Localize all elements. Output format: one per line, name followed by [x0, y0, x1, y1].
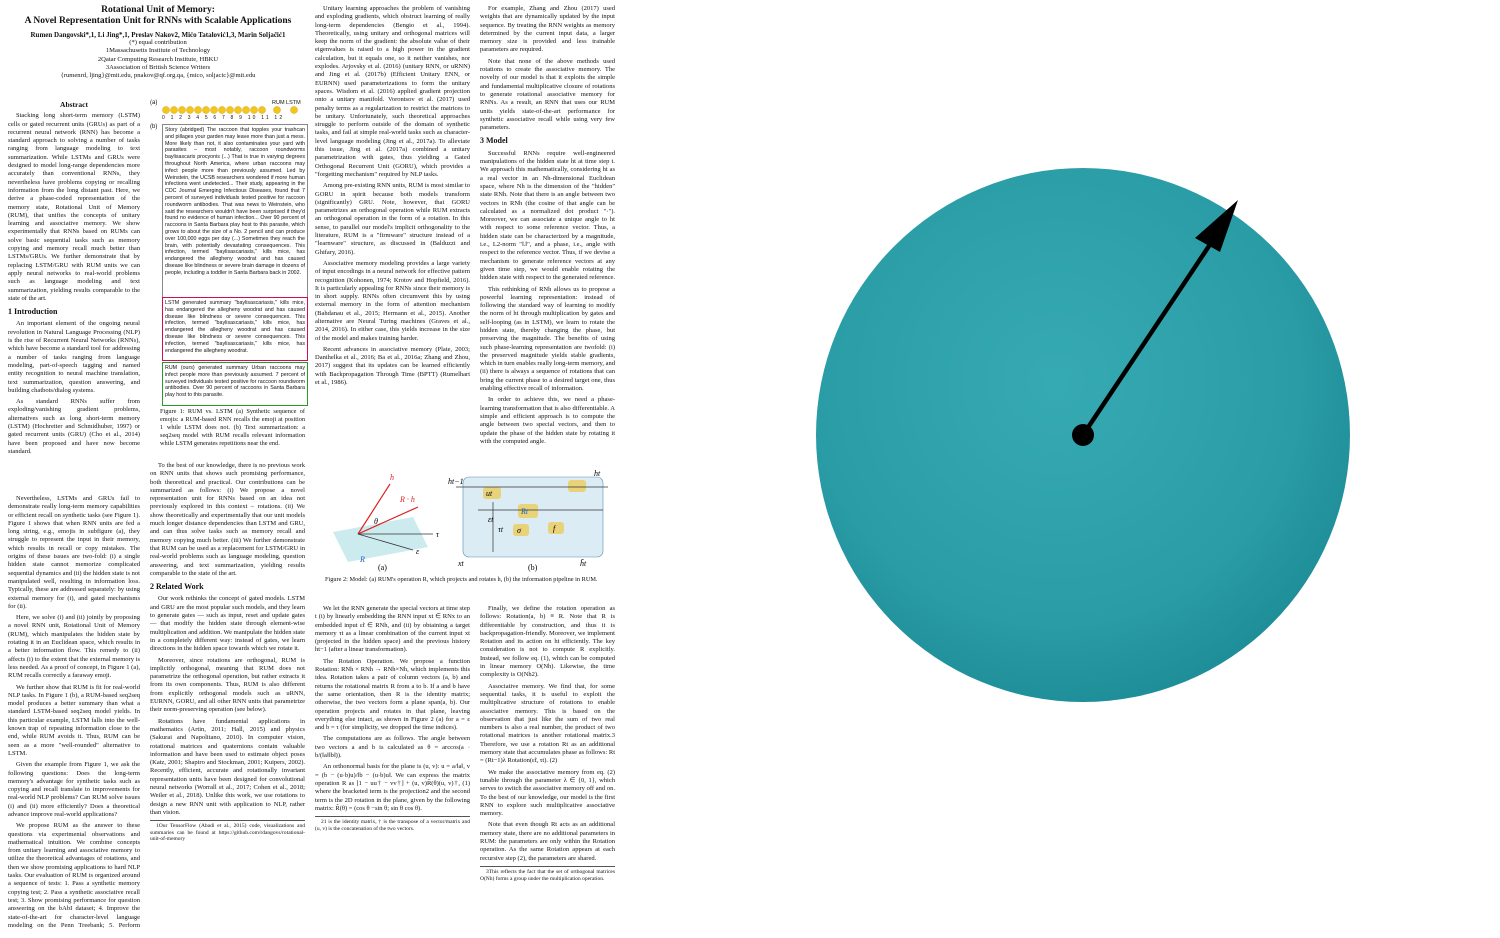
rum-summary-box: RUM (ours) generated summary Urban racco…: [162, 362, 308, 406]
para: Given the example from Figure 1, we ask …: [8, 761, 140, 818]
text-column: For example, Zhang and Zhou (2017) used …: [480, 5, 615, 460]
figure-2: h R · h R τ ε θ (a) ht−1 xt ut Rt σ f ht…: [333, 469, 608, 572]
para: Finally, we define the rotation operatio…: [480, 605, 615, 679]
para: We further show that RUM is fit for real…: [8, 683, 140, 757]
arrow-origin: [1072, 424, 1094, 446]
label: ε: [416, 547, 420, 556]
para: Associative memory modeling provides a l…: [315, 259, 470, 342]
para: Successful RNNs require well-engineered …: [480, 149, 615, 282]
authors: Rumen Dangovski*,1, Li Jing*,1, Preslav …: [30, 31, 286, 39]
label: σ: [517, 526, 522, 535]
para: Note that none of the above methods used…: [480, 57, 615, 132]
affiliation: 1Massachusetts Institute of Technology: [105, 47, 211, 55]
para: Stacking long short-term memory (LSTM) c…: [8, 112, 140, 302]
heading: 2 Related Work: [150, 582, 204, 592]
para: The computations are as follows. The ang…: [315, 735, 470, 760]
para: As standard RNNs suffer from exploding/v…: [8, 398, 140, 455]
title-line: A Novel Representation Unit for RNNs wit…: [24, 16, 292, 26]
text-column: Nevertheless, LSTMs and GRUs fail to dem…: [8, 495, 140, 930]
footnote: 21 is the identity matrix, † is the tran…: [315, 816, 470, 832]
label: (a): [378, 563, 387, 572]
affiliation: 3Association of British Science Writers: [105, 63, 211, 71]
para: For example, Zhang and Zhou (2017) used …: [480, 5, 615, 54]
figure-2-caption: Figure 2: Model: (a) RUM's operation R, …: [325, 576, 598, 583]
vector-rh: [357, 506, 419, 535]
para: Nevertheless, LSTMs and GRUs fail to dem…: [8, 495, 140, 610]
lstm-summary-box: LSTM generated summary "baylisascariasis…: [162, 297, 308, 361]
label: ut: [486, 489, 493, 498]
gate: [518, 504, 538, 518]
gate: [548, 522, 564, 534]
figure-1-caption: Figure 1: RUM vs. LSTM (a) Synthetic seq…: [160, 408, 305, 447]
panel-label: (b): [150, 124, 158, 130]
gate: [568, 480, 586, 492]
text-column: To the best of our knowledge, there is n…: [150, 462, 305, 932]
heading: 1 Introduction: [8, 307, 58, 317]
para: We make the associative memory from eq. …: [480, 768, 615, 818]
label: (b): [528, 563, 538, 572]
para: To the best of our knowledge, there is n…: [150, 462, 305, 577]
connection: [456, 486, 608, 552]
para: This rethinking of RNh allows us to prop…: [480, 285, 615, 393]
para: Among pre-existing RNN units, RUM is mos…: [315, 182, 470, 256]
vector-h: [357, 483, 391, 535]
label: f: [553, 524, 557, 533]
para: Associative memory. We find that, for so…: [480, 682, 615, 765]
vector-eps: [357, 533, 414, 551]
rotation-illustration: [816, 168, 1350, 702]
label: Rt: [520, 507, 529, 516]
para: Moreover, since rotations are orthogonal…: [150, 656, 305, 714]
text-column: We let the RNN generate the special vect…: [315, 605, 470, 930]
gate: [483, 487, 501, 499]
heading: 3 Model: [480, 136, 508, 146]
label: τt: [498, 525, 504, 534]
figure-1: (a) RUM LSTM 0 1 2 3 4 5 6 7 8 9 10 11 1…: [150, 100, 305, 400]
arrow-shaft: [1081, 220, 1227, 437]
label: R · h: [399, 495, 415, 504]
label: h: [390, 473, 394, 482]
gate: [513, 524, 529, 536]
para: We let the RNN generate the special vect…: [315, 605, 470, 654]
label: ht: [594, 469, 601, 478]
para: An orthonormal basis for the plane is (u…: [315, 763, 470, 812]
para: The Rotation Operation. We propose a fun…: [315, 657, 470, 732]
para: Note that even though Rt acts as an addi…: [480, 821, 615, 862]
arrow-head: [1195, 200, 1238, 252]
footnote: 3This reflects the fact that the set of …: [480, 865, 615, 882]
para: Rotations have fundamental applications …: [150, 717, 305, 816]
para: Unitary learning approaches the problem …: [315, 5, 470, 178]
label: xt: [457, 559, 465, 568]
label: εt: [488, 515, 494, 524]
para: Our work rethinks the concept of gated m…: [150, 595, 305, 653]
affiliation: 2Qatar Computing Research Institute, HBK…: [97, 55, 219, 63]
para: Recent advances in associative memory (P…: [315, 345, 470, 387]
para: An important element of the ongoing neur…: [8, 320, 140, 394]
para: Here, we solve (i) and (ii) jointly by p…: [8, 614, 140, 680]
label: ht−1: [448, 477, 464, 486]
footnote: 1Our TensorFlow (Abadi et al., 2015) cod…: [150, 820, 305, 843]
text-column: Finally, we define the rotation operatio…: [480, 605, 615, 930]
label: θ: [374, 517, 378, 526]
title-line: Rotational Unit of Memory:: [101, 5, 215, 15]
emoji-row: [162, 106, 298, 114]
para: In order to achieve this, we need a phas…: [480, 396, 615, 445]
story-box: Story (abridged) The raccoon that topple…: [162, 124, 308, 298]
text-column: Abstract Stacking long short-term memory …: [8, 98, 140, 490]
label: τ: [436, 530, 440, 539]
label: R: [359, 555, 365, 564]
emoji-indices: 0 1 2 3 4 5 6 7 8 9 10 11 12: [162, 115, 285, 121]
plane: [333, 517, 428, 562]
para: We propose RUM as the answer to these qu…: [8, 822, 140, 929]
heading4: Abstract: [60, 100, 88, 109]
affiliation: {rumenrd, ljing}@mit.edu, pnakov@qf.org.…: [60, 72, 256, 80]
model-labels: RUM LSTM: [272, 100, 301, 106]
affiliation: (*) equal contribution: [129, 39, 187, 46]
label: h̃t: [580, 558, 587, 568]
text-column: Unitary learning approaches the problem …: [315, 5, 470, 460]
panel-label: (a): [150, 100, 158, 106]
paper-header: Rotational Unit of Memory: A Novel Repre…: [8, 5, 308, 80]
